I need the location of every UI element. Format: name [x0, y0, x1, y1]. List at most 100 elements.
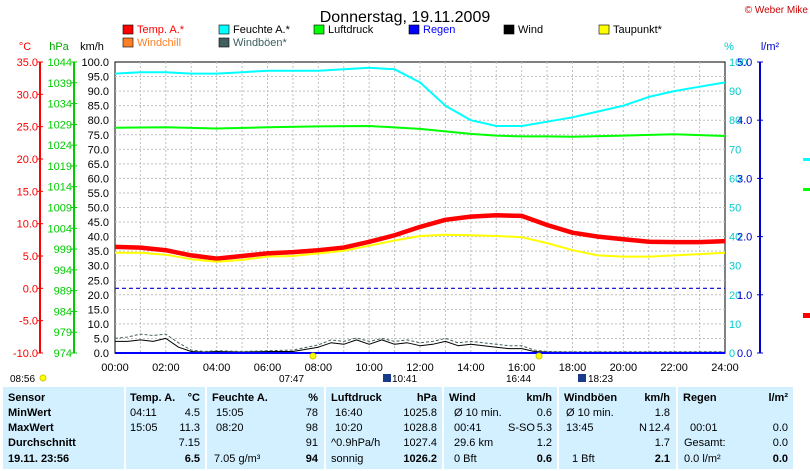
- max-wind-direction: S-SO: [508, 422, 535, 434]
- rain-total-label: Gesamt:: [684, 437, 726, 449]
- rain-total-value: 0.0: [772, 437, 788, 449]
- tick-label-temp: 30.0: [17, 89, 38, 101]
- max-press-time: 10:20: [335, 422, 363, 434]
- bg-hum: [207, 387, 324, 469]
- header-press-unit: hPa: [416, 392, 437, 404]
- max-gust-value: 12.4: [648, 422, 670, 434]
- tick-label-temp: 15.0: [17, 186, 38, 198]
- current-hum-value: 94: [305, 453, 318, 465]
- wind-distance: 29.6 km: [454, 437, 494, 449]
- tick-label-pressure: 1034: [48, 99, 72, 111]
- copyright: © Weber Mike: [745, 5, 809, 16]
- tick-label-pressure: 1014: [48, 182, 72, 194]
- tick-label-temp: 25.0: [17, 122, 38, 134]
- row-label-min: MinWert: [8, 407, 52, 419]
- moonset-icon: [578, 374, 586, 382]
- legend-swatch: [122, 37, 134, 48]
- tick-label-wind: 30.0: [88, 261, 109, 273]
- tick-label-humidity: 50: [729, 203, 741, 215]
- tick-label-rain: 1.0: [737, 290, 752, 302]
- avg-gust-value: 1.7: [654, 437, 670, 449]
- avg-temp-value: 7.15: [178, 437, 200, 449]
- bg-wind: [444, 387, 557, 469]
- dawn-time: 08:56: [10, 374, 35, 385]
- legend-label: Feuchte A.*: [233, 24, 291, 36]
- axis-unit-temp: °C: [19, 41, 31, 53]
- tick-label-wind: 60.0: [88, 173, 109, 185]
- current-rain-text: 0.0 l/m²: [684, 453, 721, 465]
- max-rain-time: 00:01: [690, 422, 718, 434]
- row-label-avg: Durchschnitt: [8, 437, 76, 449]
- header-wind-unit: km/h: [526, 392, 552, 404]
- header-gust-unit: km/h: [644, 392, 670, 404]
- series-line-luftdruck: [114, 125, 726, 138]
- moonset-time: 18:23: [588, 374, 613, 385]
- legend-swatch: [598, 24, 610, 35]
- current-temp-value: 6.5: [184, 453, 200, 465]
- sunset-marker: [535, 352, 543, 360]
- tick-label-wind: 0.0: [94, 348, 109, 360]
- header-press: Luftdruck: [331, 392, 382, 404]
- tick-label-temp: 10.0: [17, 219, 38, 231]
- max-temp-value: 11.3: [179, 422, 200, 434]
- header-temp-unit: °C: [187, 392, 200, 404]
- current-press-value: 1026.2: [403, 453, 437, 465]
- tick-label-wind: 100.0: [81, 57, 109, 69]
- tick-label-wind: 75.0: [88, 130, 109, 142]
- moonrise-time: 10:41: [392, 374, 417, 385]
- legend-label: Taupunkt*: [613, 24, 663, 36]
- tick-label-pressure: 994: [54, 265, 72, 277]
- tick-label-humidity: 70: [729, 144, 741, 156]
- x-tick-label: 24:00: [711, 362, 739, 374]
- current-wind-value: 0.6: [536, 453, 552, 465]
- tick-label-humidity: 0: [729, 348, 735, 360]
- tick-label-pressure: 1024: [48, 140, 72, 152]
- header-rain: Regen: [683, 392, 717, 404]
- x-tick-label: 22:00: [660, 362, 688, 374]
- tick-label-pressure: 1009: [48, 203, 72, 215]
- tick-label-wind: 95.0: [88, 72, 109, 84]
- bg-sensor: [3, 387, 124, 469]
- tick-label-temp: 0.0: [23, 283, 38, 295]
- min-gust-value: 1.8: [654, 407, 670, 419]
- tick-label-humidity: 60: [729, 173, 741, 185]
- tick-label-wind: 90.0: [88, 86, 109, 98]
- x-tick-label: 02:00: [152, 362, 180, 374]
- tick-label-pressure: 984: [54, 306, 72, 318]
- min-hum-time: 15:05: [216, 407, 244, 419]
- tick-label-temp: -10.0: [13, 348, 38, 360]
- min-temp-time: 04:11: [130, 407, 157, 419]
- tick-label-wind: 40.0: [88, 232, 109, 244]
- tick-label-wind: 45.0: [88, 217, 109, 229]
- header-hum-unit: %: [308, 392, 318, 404]
- tick-label-rain: 4.0: [737, 115, 752, 127]
- current-gust-bft: 1 Bft: [572, 453, 595, 465]
- series-line-tempa: [114, 213, 726, 261]
- tick-label-temp: 5.0: [23, 251, 38, 263]
- tick-label-pressure: 974: [54, 348, 72, 360]
- avg-press-value: 1027.4: [403, 437, 437, 449]
- max-hum-time: 08:20: [216, 422, 244, 434]
- legend-label: Regen: [423, 24, 455, 36]
- sunrise-time: 07:47: [279, 374, 304, 385]
- legend-label: Windchill: [137, 37, 181, 49]
- series-line-wind: [115, 337, 725, 353]
- current-hum-marker: [803, 158, 810, 161]
- current-wind-bft: 0 Bft: [454, 453, 477, 465]
- bg-press: [326, 387, 442, 469]
- tick-label-wind: 10.0: [88, 319, 109, 331]
- header-temp: Temp. A.: [130, 392, 176, 404]
- legend-label: Windböen*: [233, 37, 288, 49]
- min-wind-value: 0.6: [536, 407, 552, 419]
- tick-label-pressure: 979: [54, 327, 72, 339]
- tick-label-wind: 80.0: [88, 115, 109, 127]
- x-tick-label: 14:00: [457, 362, 485, 374]
- tick-label-pressure: 1004: [48, 223, 72, 235]
- tick-label-humidity: 90: [729, 86, 741, 98]
- weather-chart: 35.0 30.0 25.0 20.0 15.0 10.0 5.0 0.0 -5.0 -10.0 1…: [10, 5, 810, 385]
- current-gust-value: 2.1: [654, 453, 670, 465]
- forecast-text: sonnig: [331, 453, 364, 465]
- tick-label-wind: 70.0: [88, 144, 109, 156]
- header-sensor: Sensor: [8, 392, 46, 404]
- tick-label-pressure: 1019: [48, 161, 72, 173]
